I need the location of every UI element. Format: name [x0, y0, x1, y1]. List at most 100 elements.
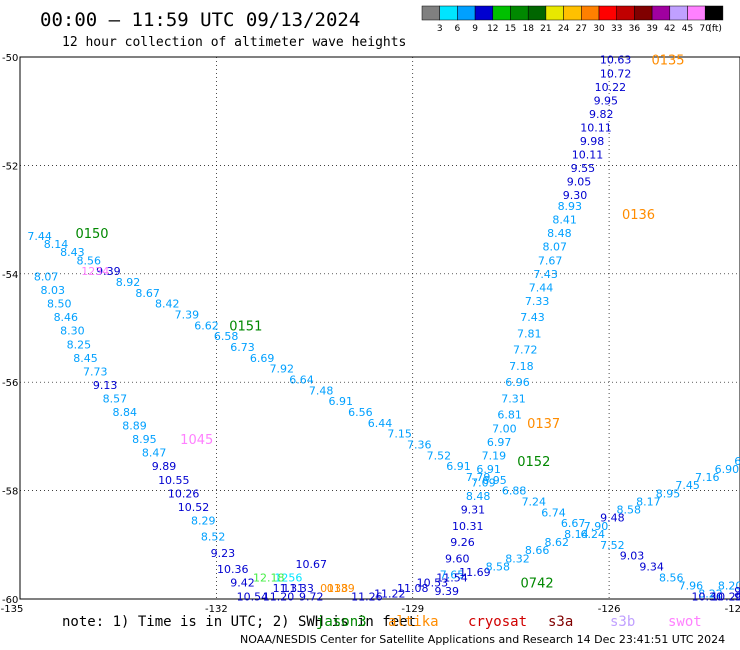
wave-height-value: 10.31: [452, 520, 484, 533]
wave-height-value: 0139: [327, 582, 355, 595]
wave-height-value: 9.48: [600, 512, 625, 525]
wave-height-value: 8.14: [44, 238, 69, 251]
track-time-labels: 0135013601370150015101520153074207431045: [75, 54, 684, 592]
wave-height-value: 7.09: [471, 476, 496, 489]
plot-frame: [19, 56, 740, 600]
wave-height-value: 6.90: [715, 463, 740, 476]
scale-label: 70: [699, 24, 711, 34]
wave-height-value: 9.39: [435, 585, 460, 598]
wave-height-value: 7.15: [387, 428, 412, 441]
wave-height-value: 8.66: [525, 544, 550, 557]
wave-height-value: 7.43: [520, 311, 545, 324]
y-tick-label: -52: [2, 161, 18, 172]
track-time-label: 0150: [75, 227, 108, 242]
wave-height-value: 12.18: [253, 571, 285, 584]
chart-grid: [20, 57, 740, 599]
wave-height-value: 7.52: [427, 449, 452, 462]
scale-label: 36: [629, 24, 641, 34]
wave-height-value: 6.62: [194, 319, 219, 332]
wave-height-value: 9.55: [571, 162, 596, 175]
wave-height-value: 8.29: [191, 514, 216, 527]
wave-height-value: 10.26: [168, 487, 200, 500]
chart-subtitle: 12 hour collection of altimeter wave hei…: [62, 35, 406, 50]
wave-height-value: 7.65: [440, 569, 465, 582]
wave-height-value: 9.95: [594, 94, 619, 107]
wave-height-value: 1234: [81, 265, 109, 278]
wave-height-value: 8.25: [67, 338, 92, 351]
scale-label: 33: [611, 24, 622, 34]
scale-label: 45: [682, 24, 693, 34]
wave-height-value: 7.39: [175, 308, 200, 321]
wave-height-value: 7.43: [533, 268, 558, 281]
satellite-legend-jason3: jason3: [316, 614, 367, 630]
wave-height-value: 8.58: [486, 560, 511, 573]
wave-height-value: 7.33: [525, 295, 550, 308]
satellite-legend-altika: altika: [388, 614, 439, 630]
wave-height-value: 9.72: [299, 590, 324, 603]
wave-height-value: 6.95: [482, 474, 507, 487]
wave-height-value: 11.26: [351, 590, 383, 603]
wave-height-value: 10.36: [217, 563, 249, 576]
wave-height-value: 10.22: [595, 81, 627, 94]
wave-height-value: 9.22: [734, 590, 740, 603]
wave-height-value: 6.81: [497, 409, 522, 422]
wave-height-value: 6.91: [476, 463, 501, 476]
wave-height-value: 11.54: [436, 571, 468, 584]
wave-height-value: 10.55: [158, 474, 190, 487]
wave-height-value: 6.73: [230, 341, 255, 354]
wave-height-value: 9.05: [567, 176, 592, 189]
wave-height-value: 6.69: [250, 352, 275, 365]
wave-height-value: 9.31: [461, 504, 486, 517]
scale-swatch: [669, 5, 688, 21]
wave-height-value: 6.91: [446, 460, 471, 473]
x-tick-label: -132: [205, 604, 228, 615]
scale-swatch: [563, 5, 582, 21]
wave-height-value: 7.16: [695, 471, 720, 484]
wave-height-value: 7.44: [27, 230, 52, 243]
track-time-label: 0136: [622, 208, 655, 223]
scale-swatch: [492, 5, 511, 21]
wave-height-value: 8.47: [142, 447, 167, 460]
satellite-legend-s3a: s3a: [548, 614, 573, 630]
scale-label: 21: [540, 24, 551, 34]
wave-height-value: 6.64: [289, 373, 314, 386]
y-tick-label: -58: [2, 487, 18, 498]
scale-label: 12: [487, 24, 498, 34]
wave-height-value: 9.82: [589, 108, 614, 121]
wave-height-value: 8.58: [616, 504, 641, 517]
wave-height-value: 10.63: [600, 54, 632, 67]
wave-height-value: 10.52: [178, 501, 210, 514]
wave-height-value: 6.96: [505, 376, 530, 389]
satellite-legend-s3b: s3b: [610, 614, 635, 630]
scale-swatch: [527, 5, 547, 21]
wave-height-value: 11.20: [263, 590, 295, 603]
wave-height-value: 10.67: [296, 558, 328, 571]
wave-height-value: 6.67: [561, 517, 586, 530]
wave-height-value: 6.58: [214, 330, 239, 343]
wave-height-value: 9.30: [563, 189, 588, 202]
scale-swatch: [510, 5, 529, 21]
wave-height-value: 9.37: [734, 585, 740, 598]
track-time-label: 0742: [521, 577, 554, 592]
wave-height-value: 7.24: [522, 495, 547, 508]
wave-height-value: 8.56: [76, 254, 101, 267]
scale-unit: (ft): [708, 24, 722, 34]
wave-height-value: 9.03: [620, 550, 645, 563]
wave-height-value: 7.44: [529, 281, 554, 294]
y-tick-label: -60: [2, 595, 18, 606]
scale-label: 27: [576, 24, 587, 34]
y-tick-label: -56: [2, 378, 18, 389]
wave-height-value: 8.30: [60, 325, 85, 338]
satellite-legend: jason3 altika cryosat s3a s3b swot: [316, 614, 702, 630]
scale-swatch: [581, 5, 600, 21]
scale-label: 15: [505, 24, 516, 34]
track-time-label: 0135: [651, 54, 684, 69]
wave-height-value: 9.42: [230, 577, 255, 590]
wave-height-value: 8.95: [656, 487, 681, 500]
wave-height-value: 7.96: [679, 579, 704, 592]
track-time-label: 1045: [180, 433, 213, 448]
scale-swatch: [634, 5, 653, 21]
scale-label: 42: [664, 24, 675, 34]
